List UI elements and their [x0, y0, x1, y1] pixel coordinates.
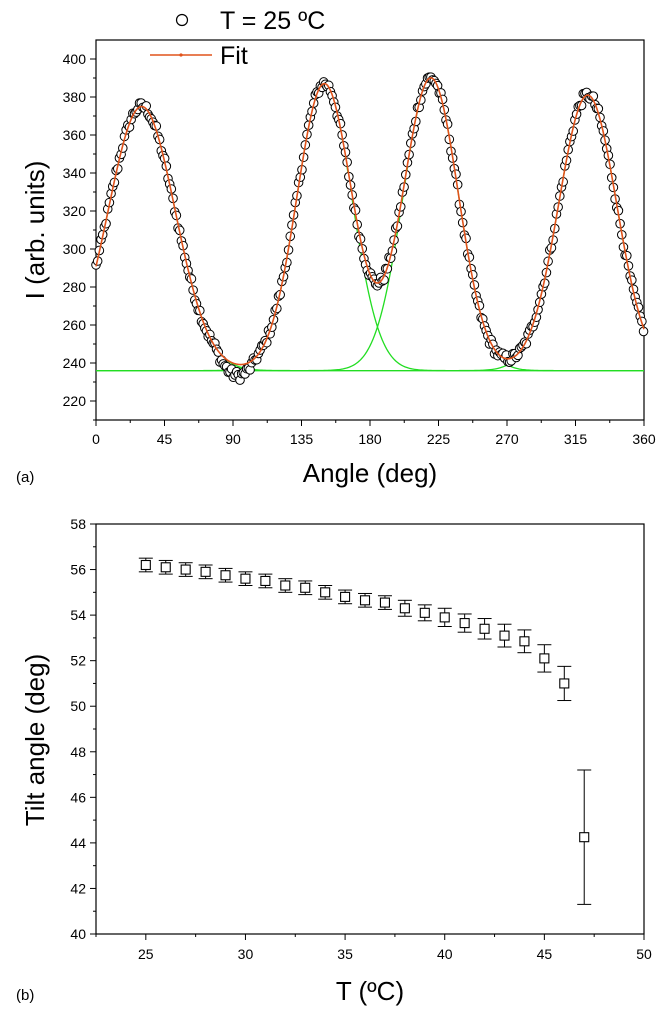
- y-tick-label: 380: [63, 89, 87, 105]
- x-tick-label: 315: [564, 431, 588, 447]
- x-tick-label: 45: [537, 946, 553, 962]
- y-tick-label: 50: [70, 698, 86, 714]
- y-tick-label: 40: [70, 926, 86, 942]
- x-tick-label: 50: [636, 946, 652, 962]
- data-point-square: [320, 587, 331, 598]
- x-tick-label: 270: [495, 431, 519, 447]
- panel-b-x-ticks: 25 30 35 40 45 50: [95, 934, 652, 962]
- y-tick-label: 48: [70, 744, 86, 760]
- y-tick-label: 260: [63, 317, 87, 333]
- data-point-square: [160, 562, 171, 573]
- data-point-square: [379, 597, 390, 608]
- panel-a-y-ticks: 220 240 260 280 300 320 340 360 380 400: [63, 51, 96, 421]
- y-tick-label: 44: [70, 835, 86, 851]
- data-point-square: [340, 591, 351, 602]
- x-tick-label: 35: [337, 946, 353, 962]
- data-point-square: [539, 653, 550, 664]
- y-tick-label: 340: [63, 165, 87, 181]
- panel-b-y-axis-title: Tilt angle (deg): [20, 654, 50, 826]
- legend-marker-circle: [175, 13, 189, 27]
- panel-b-plot-frame: [95, 523, 645, 935]
- legend-entry-data: T = 25 ºC: [220, 7, 325, 35]
- data-point-square: [260, 575, 271, 586]
- y-tick-label: 46: [70, 789, 86, 805]
- x-tick-label: 135: [290, 431, 314, 447]
- y-tick-label: 400: [63, 51, 87, 67]
- data-point-square: [220, 570, 231, 581]
- x-tick-label: 0: [92, 431, 100, 447]
- x-tick-label: 30: [238, 946, 254, 962]
- y-tick-label: 280: [63, 279, 87, 295]
- panel-a-x-axis-title: Angle (deg): [303, 458, 437, 488]
- data-point-square: [459, 618, 470, 629]
- fit-curve-line: [95, 77, 645, 366]
- legend-entry-fit: Fit: [220, 42, 248, 70]
- x-tick-label: 90: [225, 431, 241, 447]
- x-tick-label: 225: [427, 431, 451, 447]
- y-tick-label: 360: [63, 127, 87, 143]
- data-point-square: [300, 582, 311, 593]
- y-tick-label: 54: [70, 607, 86, 623]
- panel-a: 0 45 90 135 180 225 270 315 360 220 240 260 280 300 3…: [16, 7, 656, 488]
- legend-fit-dot: [179, 53, 183, 57]
- y-tick-label: 42: [70, 880, 86, 896]
- y-tick-label: 240: [63, 355, 87, 371]
- panel-a-label: (a): [16, 469, 34, 486]
- y-tick-label: 300: [63, 241, 87, 257]
- data-point-square: [140, 559, 151, 571]
- y-tick-label: 56: [70, 562, 86, 578]
- data-point-square: [240, 573, 251, 584]
- data-point-square: [499, 630, 510, 641]
- panel-a-legend: T = 25 ºC Fit: [150, 7, 325, 70]
- x-tick-label: 45: [157, 431, 173, 447]
- data-point-square: [180, 564, 191, 575]
- panel-b-x-axis-title: T (ºC): [336, 976, 404, 1006]
- data-point-square: [519, 636, 530, 647]
- panel-b: 25 30 35 40 45 50 40 42 44 46 48 50 52 54 56 58 T (ºC)…: [16, 516, 652, 1006]
- x-tick-label: 40: [437, 946, 453, 962]
- panel-a-x-ticks: 0 45 90 135 180 225 270 315 360: [92, 420, 656, 447]
- panel-a-y-axis-title: I (arb. units): [20, 161, 50, 300]
- y-tick-label: 58: [70, 516, 86, 532]
- data-point-square: [579, 832, 590, 843]
- data-point-square: [479, 623, 490, 634]
- data-point-square: [439, 612, 450, 623]
- panel-b-label: (b): [16, 987, 34, 1004]
- data-point-square: [399, 603, 410, 614]
- x-tick-label: 25: [138, 946, 154, 962]
- data-point-square: [419, 607, 430, 618]
- y-tick-label: 320: [63, 203, 87, 219]
- x-tick-label: 360: [632, 431, 656, 447]
- panel-b-y-ticks: 40 42 44 46 48 50 52 54 56 58: [70, 516, 96, 942]
- y-tick-label: 52: [70, 653, 86, 669]
- data-point-square: [280, 580, 291, 591]
- x-tick-label: 180: [358, 431, 382, 447]
- data-point-square: [200, 566, 211, 577]
- panel-b-data-points: [138, 557, 592, 905]
- data-point-square: [559, 678, 570, 689]
- panel-a-fit-curve: [95, 77, 645, 366]
- data-point-square: [359, 595, 371, 606]
- y-tick-label: 220: [63, 393, 87, 409]
- panel-a-data-markers: [91, 72, 649, 385]
